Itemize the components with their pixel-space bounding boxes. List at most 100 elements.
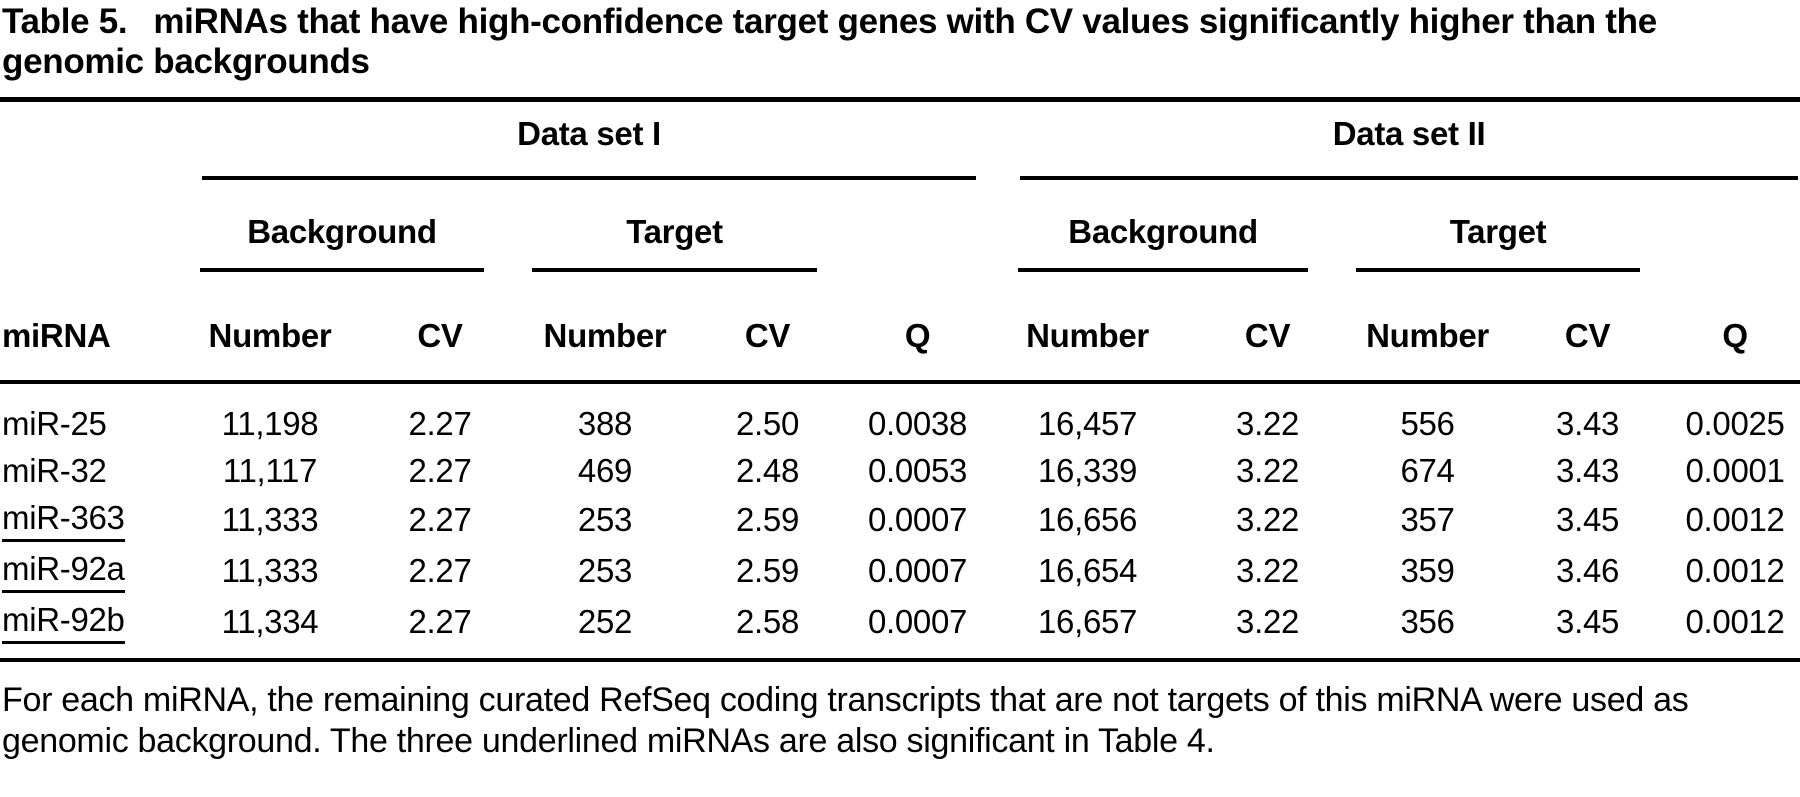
- table-row: miR-92b 11,334 2.27 252 2.58 0.0007 16,6…: [0, 597, 1800, 660]
- table-row: miR-92a 11,333 2.27 253 2.59 0.0007 16,6…: [0, 546, 1800, 597]
- cell-ds1-target-cv: 2.59: [735, 552, 800, 590]
- cell-ds1-target-number: 388: [577, 405, 633, 443]
- cell-ds2-bg-number: 16,339: [1037, 452, 1138, 490]
- col-header-cv-t1: CV: [690, 272, 845, 385]
- table-row: miR-363 11,333 2.27 253 2.59 0.0007 16,6…: [0, 495, 1800, 546]
- col-header-q2: Q: [1670, 272, 1800, 385]
- mirna-label: miR-92a: [2, 549, 125, 594]
- group-header-dataset-1: Data set I: [180, 100, 990, 181]
- cell-ds1-target-number: 252: [577, 603, 633, 641]
- cell-ds2-target-cv: 3.45: [1556, 501, 1620, 539]
- cell-ds1-target-number: 469: [577, 452, 633, 490]
- cell-ds2-target-number: 359: [1400, 552, 1455, 590]
- cell-ds2-target-cv: 3.43: [1556, 405, 1620, 443]
- col-header-mirna: miRNA: [0, 272, 180, 385]
- mirna-label: miR-25: [2, 405, 107, 443]
- table-title: Table 5. miRNAs that have high-confidence…: [0, 0, 1800, 81]
- col-header-number-t1: Number: [520, 272, 690, 385]
- col-header-cv-bg2: CV: [1185, 272, 1351, 385]
- cell-ds2-target-number: 357: [1400, 501, 1455, 539]
- mirna-cell: miR-363: [0, 495, 180, 546]
- cell-ds1-q: 0.0053: [867, 452, 968, 490]
- col-header-number-bg1: Number: [180, 272, 360, 385]
- cell-ds2-bg-number: 16,656: [1037, 501, 1138, 539]
- cell-ds2-target-number: 356: [1400, 603, 1455, 641]
- cell-ds1-bg-cv: 2.27: [408, 405, 472, 443]
- cell-ds1-target-cv: 2.50: [735, 405, 800, 443]
- cell-ds1-target-cv: 2.48: [735, 452, 800, 490]
- cell-ds2-bg-cv: 3.22: [1236, 603, 1300, 641]
- group-label-dataset-2: Data set II: [1020, 114, 1799, 181]
- table-title-text: miRNAs that have high-confidence target …: [2, 2, 1657, 81]
- cell-ds1-bg-number: 11,198: [221, 405, 319, 443]
- column-header-row: miRNA Number CV Number CV Q Number CV Nu…: [0, 272, 1800, 385]
- mirna-cell: miR-32: [0, 448, 180, 495]
- cell-ds1-bg-number: 11,117: [222, 452, 318, 490]
- cell-ds2-bg-number: 16,457: [1037, 405, 1138, 443]
- subgroup-label-background-1: Background: [200, 212, 484, 273]
- cell-ds2-bg-cv: 3.22: [1236, 501, 1300, 539]
- mirna-cv-table: Data set I Data set II Background Target…: [0, 97, 1800, 663]
- cell-ds1-bg-number: 11,333: [221, 501, 319, 539]
- table-number-label: Table 5.: [2, 2, 128, 41]
- mirna-cell: miR-92b: [0, 597, 180, 660]
- cell-ds2-target-cv: 3.45: [1556, 603, 1620, 641]
- cell-ds2-bg-cv: 3.22: [1236, 552, 1300, 590]
- col-header-cv-bg1: CV: [360, 272, 520, 385]
- cell-ds2-q: 0.0001: [1685, 452, 1785, 490]
- subgroup-spacer-q1: [845, 180, 990, 272]
- subgroup-spacer: [0, 180, 180, 272]
- cell-ds1-target-cv: 2.58: [735, 603, 800, 641]
- subgroup-background-1: Background: [180, 180, 520, 273]
- cell-ds2-bg-cv: 3.22: [1236, 452, 1300, 490]
- cell-ds2-target-number: 556: [1400, 405, 1455, 443]
- cell-ds1-bg-cv: 2.27: [408, 603, 472, 641]
- subgroup-target-2: Target: [1350, 180, 1670, 273]
- mirna-cell: miR-92a: [0, 546, 180, 597]
- col-header-number-bg2: Number: [990, 272, 1186, 385]
- cell-ds2-q: 0.0025: [1685, 405, 1785, 443]
- cell-ds1-bg-cv: 2.27: [408, 501, 472, 539]
- cell-ds1-q: 0.0007: [867, 501, 968, 539]
- cell-ds2-q: 0.0012: [1685, 501, 1785, 539]
- cell-ds2-bg-cv: 3.22: [1236, 405, 1300, 443]
- cell-ds1-q: 0.0007: [867, 603, 968, 641]
- mirna-label: miR-92b: [2, 600, 125, 645]
- cell-ds2-bg-number: 16,654: [1037, 552, 1138, 590]
- mirna-cell: miR-25: [0, 382, 180, 448]
- cell-ds1-target-cv: 2.59: [735, 501, 800, 539]
- cell-ds2-target-number: 674: [1400, 452, 1455, 490]
- table-footnote: For each miRNA, the remaining curated Re…: [2, 681, 1689, 761]
- cell-ds2-bg-number: 16,657: [1037, 603, 1138, 641]
- subgroup-header-row: Background Target Background Target: [0, 180, 1800, 273]
- cell-ds1-bg-number: 11,334: [221, 603, 319, 641]
- cell-ds1-bg-cv: 2.27: [408, 452, 472, 490]
- mirna-label: miR-363: [2, 498, 125, 543]
- cell-ds2-target-cv: 3.46: [1556, 552, 1620, 590]
- group-header-dataset-2: Data set II: [990, 100, 1800, 181]
- group-header-row: Data set I Data set II: [0, 100, 1800, 181]
- group-header-spacer: [0, 100, 180, 181]
- col-header-number-t2: Number: [1350, 272, 1506, 385]
- subgroup-label-background-2: Background: [1018, 212, 1309, 273]
- subgroup-label-target-2: Target: [1356, 212, 1641, 273]
- cell-ds1-bg-cv: 2.27: [408, 552, 472, 590]
- cell-ds2-q: 0.0012: [1685, 552, 1785, 590]
- subgroup-target-1: Target: [520, 180, 845, 273]
- subgroup-background-2: Background: [990, 180, 1350, 273]
- cell-ds2-q: 0.0012: [1685, 603, 1785, 641]
- cell-ds1-bg-number: 11,333: [221, 552, 319, 590]
- cell-ds1-target-number: 253: [577, 552, 633, 590]
- mirna-label: miR-32: [2, 452, 107, 490]
- subgroup-spacer-q2: [1670, 180, 1800, 272]
- group-label-dataset-1: Data set I: [202, 114, 977, 181]
- cell-ds1-q: 0.0038: [867, 405, 968, 443]
- subgroup-label-target-1: Target: [532, 212, 817, 273]
- cell-ds1-target-number: 253: [577, 501, 633, 539]
- table-row: miR-25 11,198 2.27 388 2.50 0.0038 16,45…: [0, 382, 1800, 448]
- table-row: miR-32 11,117 2.27 469 2.48 0.0053 16,33…: [0, 448, 1800, 495]
- col-header-q1: Q: [845, 272, 991, 385]
- cell-ds2-target-cv: 3.43: [1556, 452, 1620, 490]
- col-header-cv-t2: CV: [1505, 272, 1671, 385]
